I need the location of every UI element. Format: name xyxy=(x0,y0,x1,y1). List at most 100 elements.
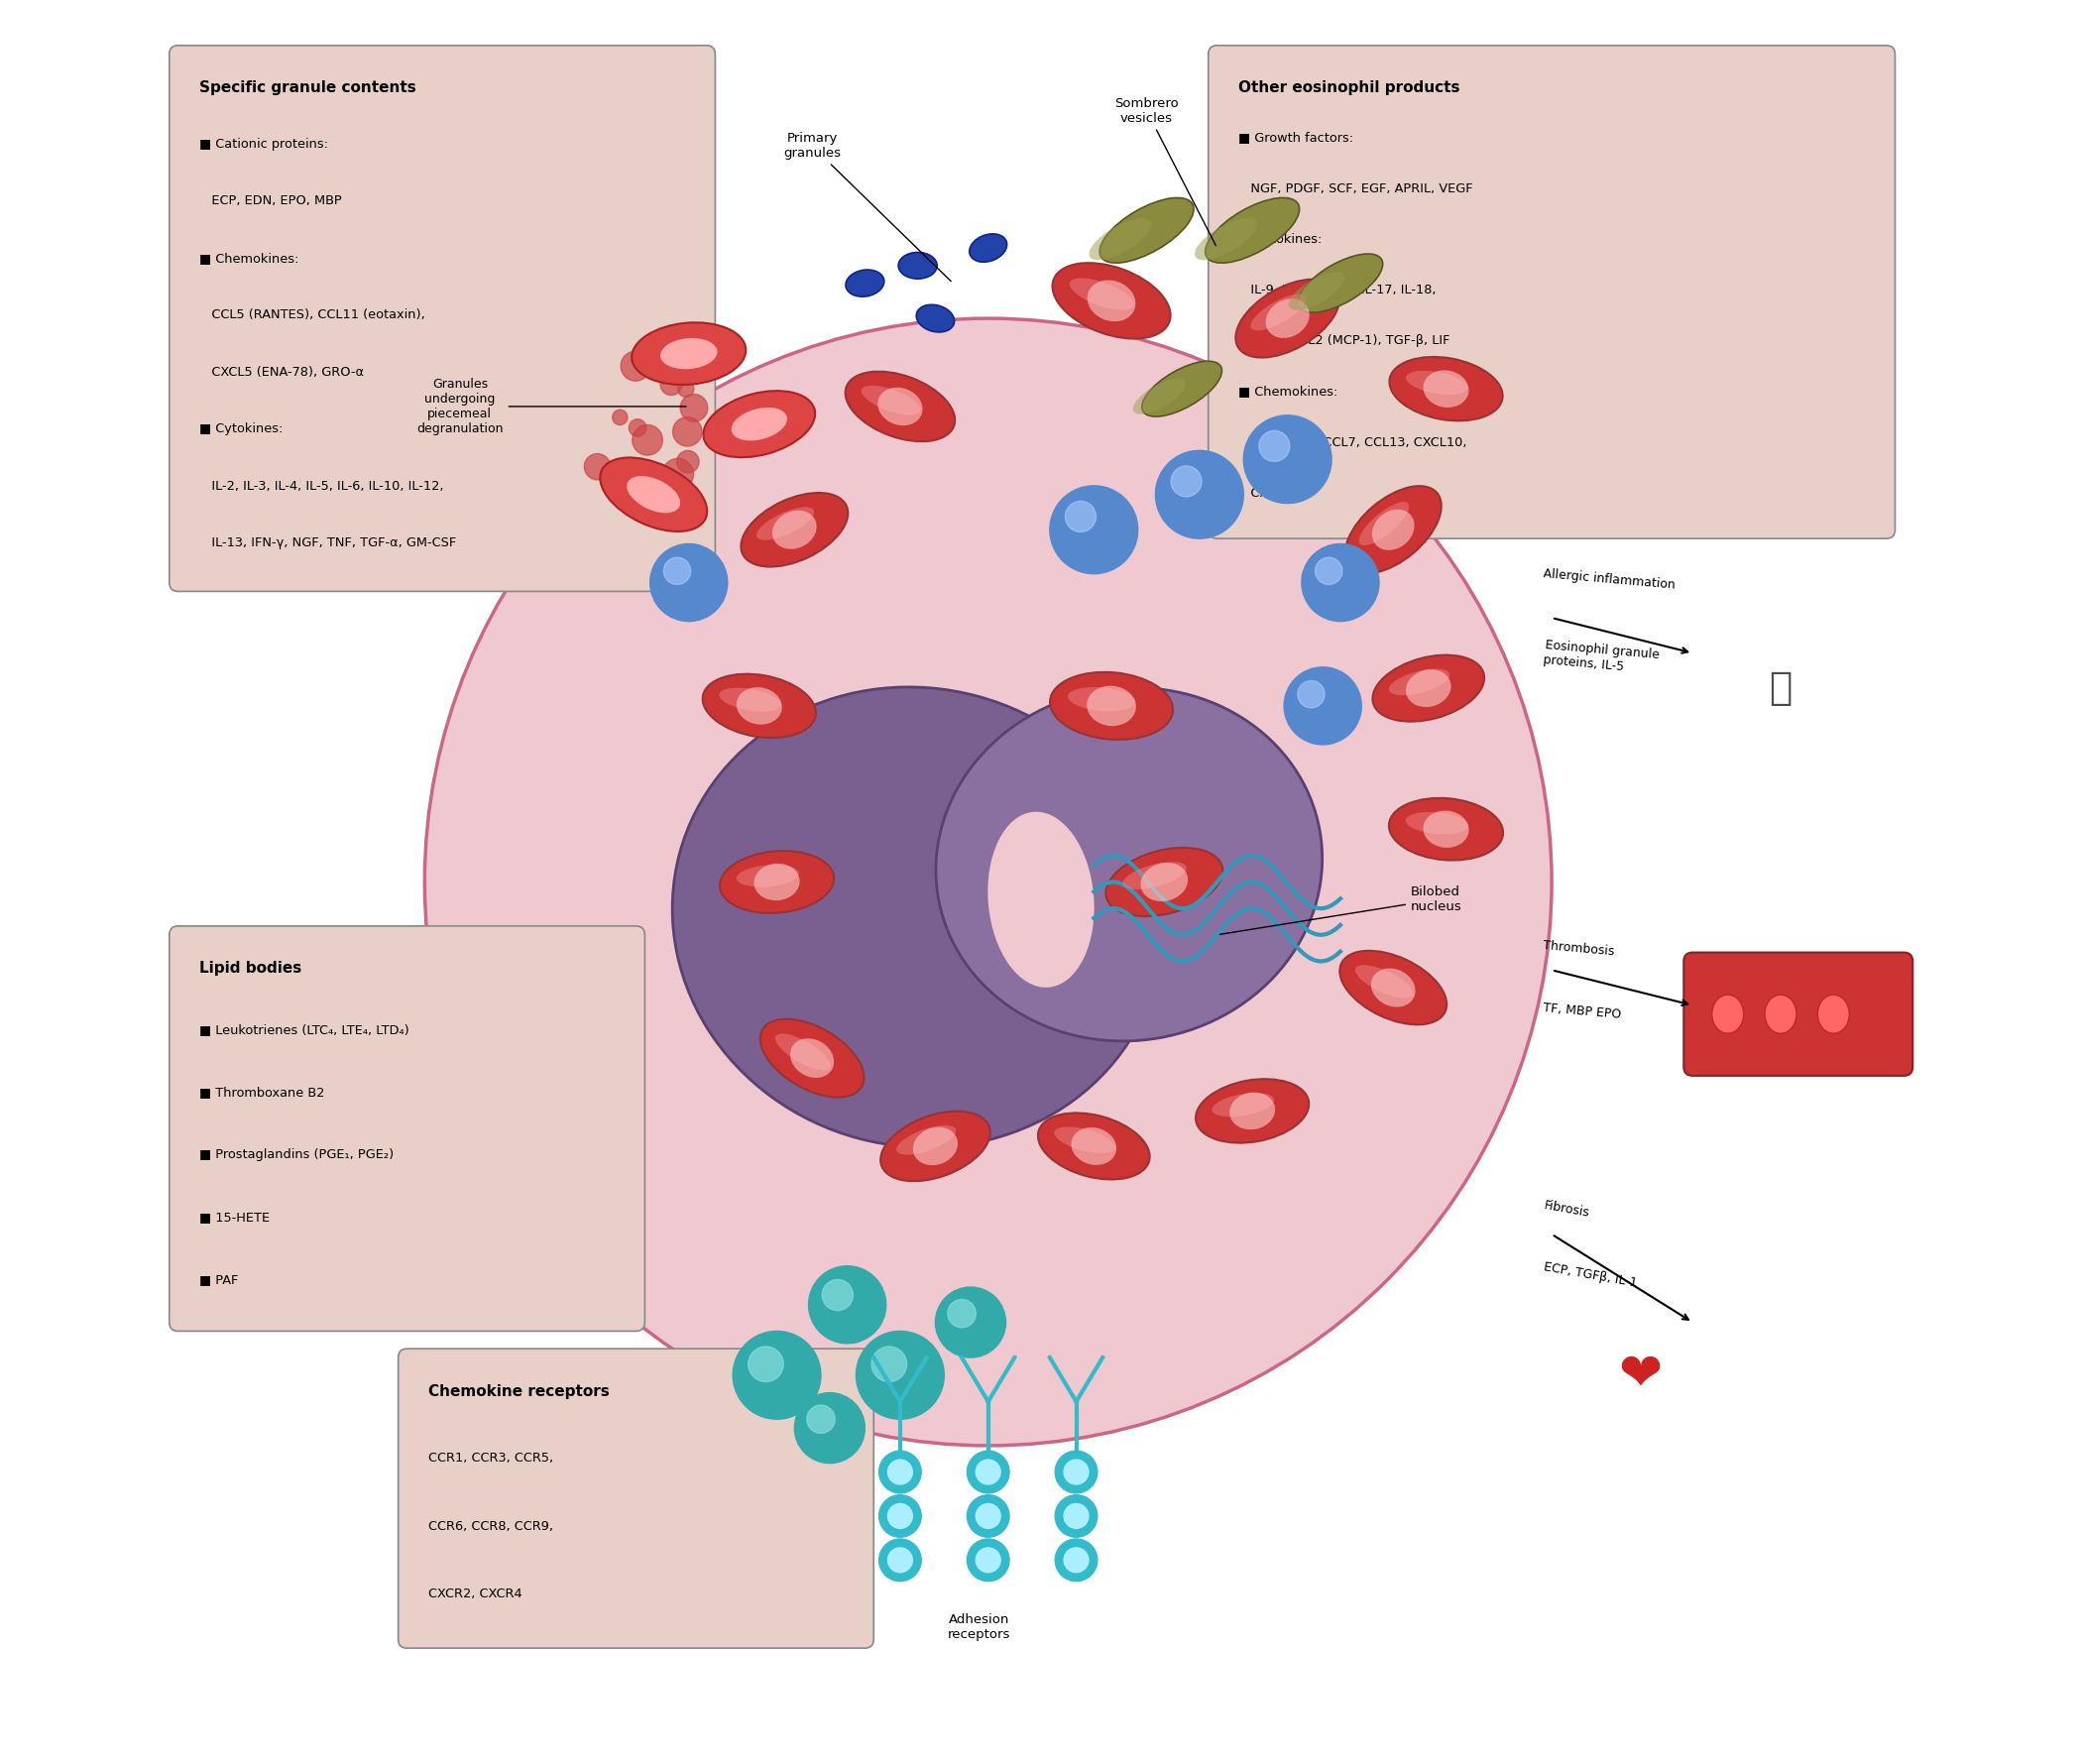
Ellipse shape xyxy=(1212,1094,1274,1117)
Circle shape xyxy=(808,1406,835,1434)
Ellipse shape xyxy=(1251,295,1305,330)
Ellipse shape xyxy=(631,323,745,385)
Text: CXCL11: CXCL11 xyxy=(1239,487,1299,499)
Circle shape xyxy=(966,1450,1010,1492)
Circle shape xyxy=(935,1288,1006,1358)
Ellipse shape xyxy=(1235,279,1339,358)
Ellipse shape xyxy=(1068,688,1135,711)
Text: IL-9, IL-22, IL-16, IL-17, IL-18,: IL-9, IL-22, IL-16, IL-17, IL-18, xyxy=(1239,284,1437,296)
Circle shape xyxy=(1301,543,1378,621)
Ellipse shape xyxy=(1039,1113,1149,1180)
Ellipse shape xyxy=(970,235,1008,263)
Circle shape xyxy=(1243,415,1332,503)
Text: Granules
undergoing
piecemeal
degranulation: Granules undergoing piecemeal degranulat… xyxy=(416,377,687,436)
Circle shape xyxy=(620,351,650,381)
Ellipse shape xyxy=(1424,811,1470,848)
Text: ❤: ❤ xyxy=(1618,1349,1661,1401)
FancyBboxPatch shape xyxy=(398,1349,874,1648)
Ellipse shape xyxy=(741,492,847,566)
Text: Thrombosis: Thrombosis xyxy=(1543,938,1616,958)
Circle shape xyxy=(1156,450,1243,538)
Ellipse shape xyxy=(1389,669,1449,695)
Text: Bilobed
nucleus: Bilobed nucleus xyxy=(1220,886,1462,935)
Ellipse shape xyxy=(627,476,681,513)
Text: ■ 15-HETE: ■ 15-HETE xyxy=(200,1212,271,1224)
Circle shape xyxy=(879,1450,920,1492)
Ellipse shape xyxy=(1266,298,1310,339)
Text: Sombrero
vesicles: Sombrero vesicles xyxy=(1114,97,1216,245)
Ellipse shape xyxy=(1133,379,1187,415)
Text: Other eosinophil products: Other eosinophil products xyxy=(1239,81,1459,95)
Text: ■ Cationic proteins:: ■ Cationic proteins: xyxy=(200,138,329,150)
Ellipse shape xyxy=(1070,279,1135,310)
Text: ■ Leukotrienes (LTC₄, LTE₄, LTD₄): ■ Leukotrienes (LTC₄, LTE₄, LTD₄) xyxy=(200,1023,410,1037)
Ellipse shape xyxy=(1205,198,1299,263)
Circle shape xyxy=(879,1538,920,1581)
FancyBboxPatch shape xyxy=(1208,46,1895,538)
Circle shape xyxy=(1056,1494,1097,1536)
Ellipse shape xyxy=(1141,863,1189,901)
Ellipse shape xyxy=(660,339,718,369)
Ellipse shape xyxy=(879,388,922,425)
Ellipse shape xyxy=(1360,501,1410,545)
Circle shape xyxy=(1285,667,1362,744)
Ellipse shape xyxy=(1089,219,1151,259)
Ellipse shape xyxy=(1355,965,1414,998)
Ellipse shape xyxy=(1230,1092,1274,1129)
Circle shape xyxy=(677,381,693,397)
Circle shape xyxy=(1170,466,1201,497)
Text: CXCL5 (ENA-78), GRO-α: CXCL5 (ENA-78), GRO-α xyxy=(200,365,364,379)
Text: IL-25, CCL2 (MCP-1), TGF-β, LIF: IL-25, CCL2 (MCP-1), TGF-β, LIF xyxy=(1239,335,1449,348)
Circle shape xyxy=(1064,1503,1089,1528)
Ellipse shape xyxy=(702,674,816,737)
Circle shape xyxy=(887,1503,912,1528)
Ellipse shape xyxy=(1289,272,1345,310)
Ellipse shape xyxy=(1372,510,1414,550)
Text: ■ PAF: ■ PAF xyxy=(200,1274,237,1286)
Ellipse shape xyxy=(760,1020,864,1097)
Ellipse shape xyxy=(754,863,799,901)
Ellipse shape xyxy=(720,850,835,914)
Text: CXCR2, CXCR4: CXCR2, CXCR4 xyxy=(429,1588,523,1600)
Circle shape xyxy=(1064,1547,1089,1572)
Text: TF, MBP EPO: TF, MBP EPO xyxy=(1543,1002,1622,1021)
Ellipse shape xyxy=(731,407,787,441)
Text: CCR6, CCR8, CCR9,: CCR6, CCR8, CCR9, xyxy=(429,1521,554,1533)
Ellipse shape xyxy=(425,318,1551,1446)
Ellipse shape xyxy=(1766,995,1797,1034)
Circle shape xyxy=(633,425,662,455)
Ellipse shape xyxy=(1195,1080,1310,1143)
Text: CCL5 (RANTES), CCL11 (eotaxin),: CCL5 (RANTES), CCL11 (eotaxin), xyxy=(200,309,425,321)
Text: Specific granule contents: Specific granule contents xyxy=(200,81,416,95)
Ellipse shape xyxy=(672,686,1164,1147)
Ellipse shape xyxy=(1405,670,1451,707)
Text: ECP, TGFβ, IL-1: ECP, TGFβ, IL-1 xyxy=(1543,1261,1639,1289)
Circle shape xyxy=(1056,1538,1097,1581)
Circle shape xyxy=(822,1279,854,1311)
Circle shape xyxy=(660,374,683,395)
Circle shape xyxy=(1260,430,1289,462)
Ellipse shape xyxy=(897,252,937,279)
Circle shape xyxy=(681,393,708,422)
Ellipse shape xyxy=(1141,362,1222,416)
Text: Primary
granules: Primary granules xyxy=(783,132,951,280)
Ellipse shape xyxy=(1072,1127,1116,1164)
Ellipse shape xyxy=(862,386,920,415)
Circle shape xyxy=(677,450,700,473)
Circle shape xyxy=(966,1538,1010,1581)
Circle shape xyxy=(887,1547,912,1572)
Ellipse shape xyxy=(1389,356,1503,422)
Ellipse shape xyxy=(1053,1127,1116,1154)
Text: Chemokine receptors: Chemokine receptors xyxy=(429,1385,610,1399)
Ellipse shape xyxy=(1087,686,1137,727)
Ellipse shape xyxy=(1339,951,1447,1025)
Circle shape xyxy=(585,453,610,480)
Circle shape xyxy=(1049,485,1139,573)
Ellipse shape xyxy=(1087,280,1135,321)
Ellipse shape xyxy=(1372,654,1484,721)
Circle shape xyxy=(976,1503,1001,1528)
Ellipse shape xyxy=(1405,370,1468,395)
Text: ■ Prostaglandins (PGE₁, PGE₂): ■ Prostaglandins (PGE₁, PGE₂) xyxy=(200,1148,393,1161)
Circle shape xyxy=(664,557,691,584)
Circle shape xyxy=(1056,1450,1097,1492)
